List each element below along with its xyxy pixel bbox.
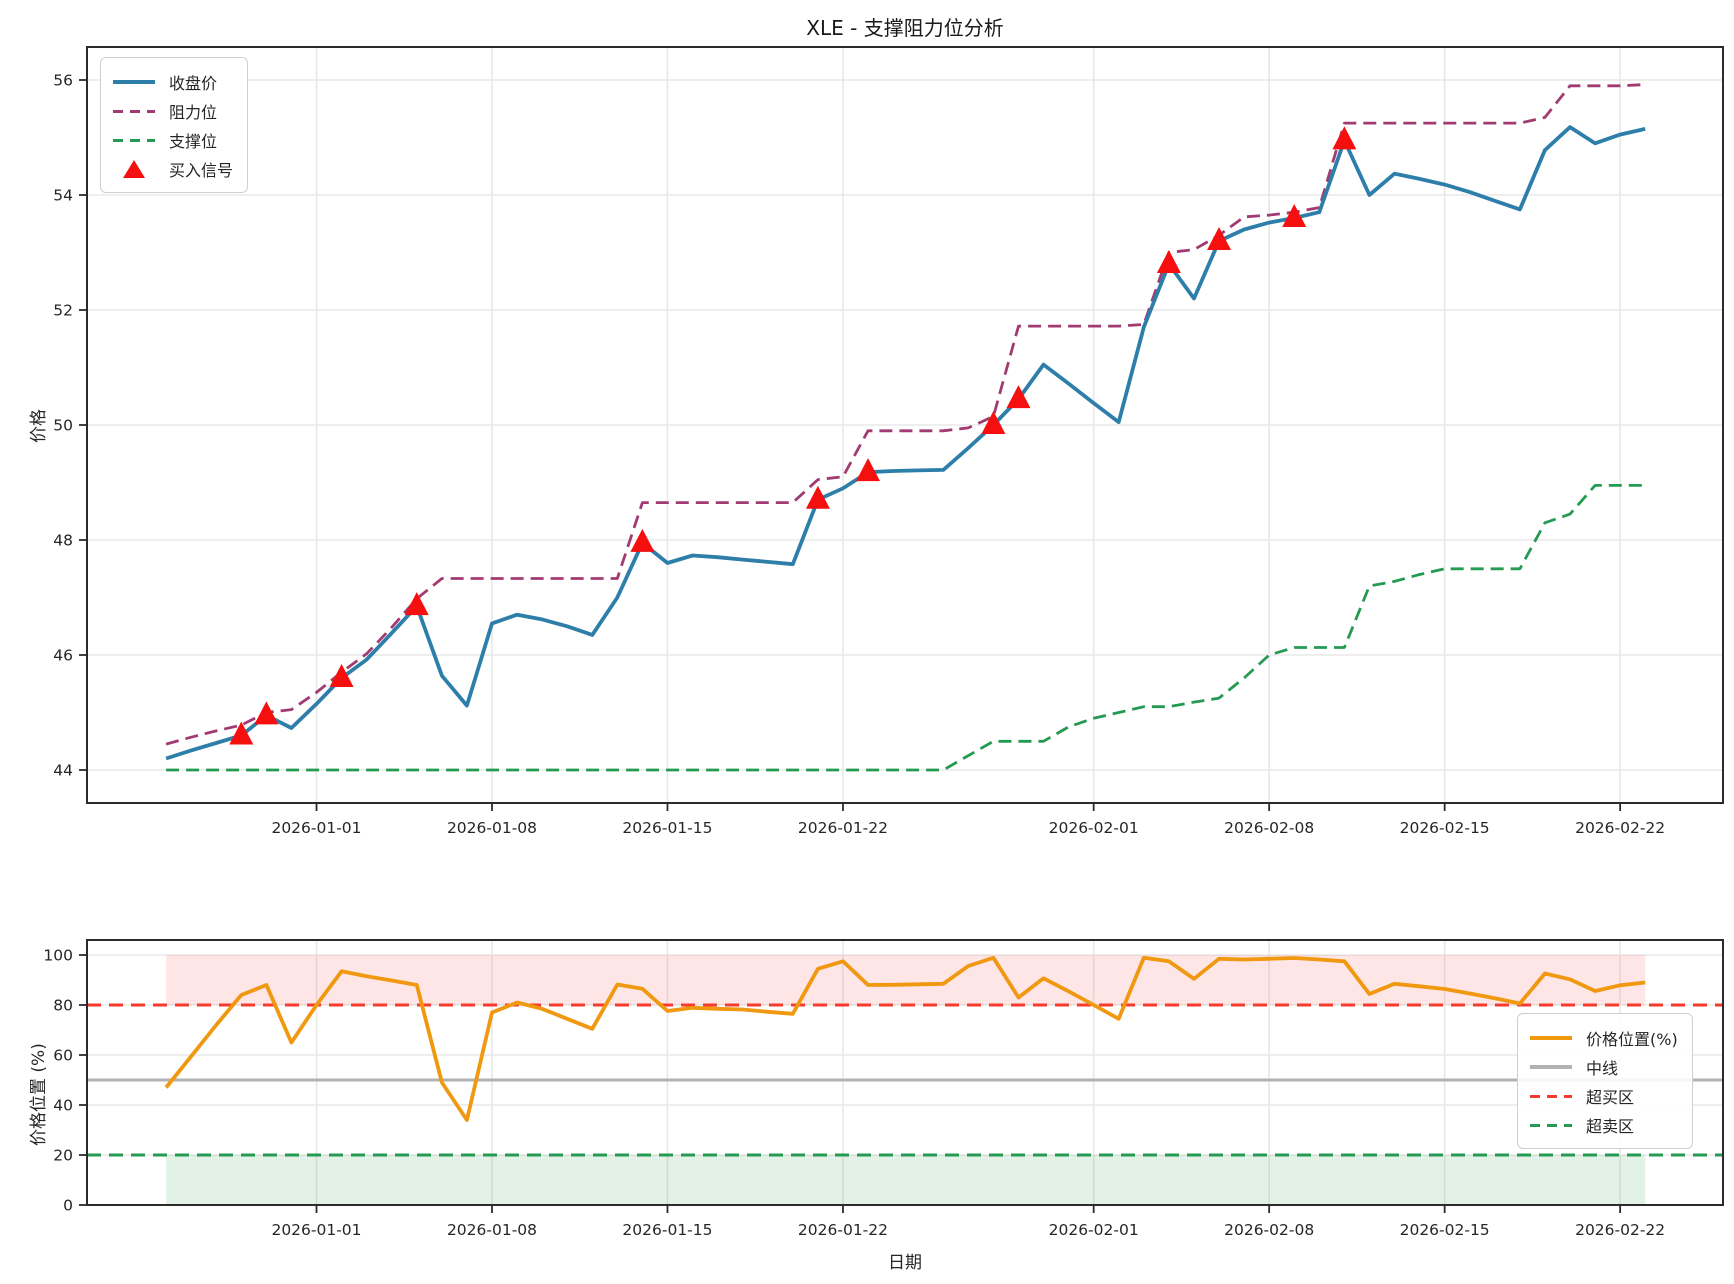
- position-y-tick-label: 0: [63, 1197, 73, 1215]
- legend-label: 支撑位: [169, 131, 218, 151]
- legend-label: 收盘价: [169, 73, 218, 93]
- legend-label: 超卖区: [1586, 1116, 1635, 1136]
- oversold-band: [166, 1155, 1646, 1205]
- position-y-tick-label: 100: [43, 947, 73, 965]
- price-x-tick-label: 2026-01-22: [798, 819, 888, 837]
- buy-signal-marker: [329, 664, 354, 687]
- price-x-tick-label: 2026-01-01: [271, 819, 361, 837]
- position-x-tick-label: 2026-02-01: [1049, 1221, 1139, 1239]
- price-x-tick-label: 2026-02-22: [1575, 819, 1665, 837]
- legend-item: 买入信号: [113, 154, 233, 183]
- position-legend: 价格位置(%) 中线超买区超卖区: [1517, 1013, 1693, 1149]
- price-y-tick-label: 44: [53, 762, 73, 780]
- solid-line-swatch: [113, 73, 155, 91]
- position-x-tick-label: 2026-02-22: [1575, 1221, 1665, 1239]
- price-y-tick-label: 56: [53, 72, 73, 90]
- dashed-line-swatch: [113, 131, 155, 149]
- legend-item: 超卖区: [1530, 1110, 1678, 1139]
- buy-signal-marker: [1332, 126, 1357, 150]
- legend-label: 超买区: [1586, 1087, 1635, 1107]
- buy-signal-marker: [805, 485, 830, 509]
- legend-item: 中线: [1530, 1052, 1678, 1081]
- legend-item: 价格位置(%): [1530, 1023, 1678, 1052]
- line-sample: [113, 79, 155, 84]
- solid-line-swatch: [1530, 1029, 1572, 1047]
- dashed-line-swatch: [113, 102, 155, 120]
- price-x-tick-label: 2026-02-15: [1400, 819, 1490, 837]
- dashed-line-swatch: [1530, 1116, 1572, 1134]
- position-x-tick-label: 2026-01-15: [622, 1221, 712, 1239]
- support-line: [166, 483, 1646, 772]
- position-x-tick-label: 2026-02-15: [1400, 1221, 1490, 1239]
- price-y-axis-label: 价格: [29, 409, 49, 443]
- line-sample: [113, 109, 155, 113]
- position-x-tick-label: 2026-02-08: [1224, 1221, 1314, 1239]
- price-x-tick-label: 2026-01-15: [622, 819, 712, 837]
- legend-label: 价格位置(%): [1586, 1029, 1678, 1049]
- position-x-tick-label: 2026-01-22: [798, 1221, 888, 1239]
- position-x-tick-label: 2026-01-01: [271, 1221, 361, 1239]
- overbought-band: [166, 955, 1646, 1005]
- line-sample: [1530, 1123, 1572, 1127]
- buy-signal-marker: [1207, 227, 1232, 250]
- buy-signal-marker: [1006, 385, 1031, 409]
- position-y-tick-label: 20: [53, 1147, 73, 1165]
- legend-item: 支撑位: [113, 125, 233, 154]
- buy-signal-marker: [404, 592, 429, 616]
- buy-signal-icon: [113, 159, 155, 178]
- legend-label: 阻力位: [169, 102, 218, 122]
- buy-signal-marker: [1282, 204, 1307, 227]
- line-sample: [113, 138, 155, 142]
- triangle-icon: [123, 159, 145, 178]
- position-y-tick-label: 40: [53, 1097, 73, 1115]
- position-y-tick-label: 60: [53, 1047, 73, 1065]
- solid-line-swatch: [1530, 1058, 1572, 1076]
- position-line: [164, 955, 1646, 1122]
- buy-signal-marker: [856, 458, 881, 482]
- legend-label: 中线: [1586, 1058, 1619, 1078]
- price-y-tick-label: 54: [53, 187, 73, 205]
- buy-signal-marker: [1156, 250, 1181, 273]
- resistance-line: [165, 83, 1646, 746]
- position-y-axis-label: 价格位置 (%): [29, 1043, 49, 1146]
- position-y-tick-label: 80: [53, 997, 73, 1015]
- price-y-tick-label: 46: [53, 647, 73, 665]
- position-x-tick-label: 2026-01-08: [447, 1221, 537, 1239]
- legend-item: 阻力位: [113, 96, 233, 125]
- x-axis-label: 日期: [888, 1253, 922, 1273]
- line-sample: [1530, 1064, 1572, 1069]
- price-legend: 收盘价阻力位支撑位买入信号: [100, 57, 249, 193]
- buy-signal-marker: [630, 528, 655, 552]
- buy-signal-marker: [229, 721, 254, 745]
- price-x-tick-label: 2026-01-08: [447, 819, 537, 837]
- close-line: [165, 125, 1646, 761]
- price-y-tick-label: 52: [53, 302, 73, 320]
- line-sample: [1530, 1035, 1572, 1040]
- position-axes-frame: [86, 939, 1724, 1206]
- buy-signal-marker: [981, 411, 1006, 434]
- dashed-line-swatch: [1530, 1087, 1572, 1105]
- legend-label: 买入信号: [169, 160, 234, 180]
- legend-item: 超买区: [1530, 1081, 1678, 1110]
- price-y-tick-label: 50: [53, 417, 73, 435]
- line-sample: [1530, 1094, 1572, 1098]
- legend-item: 收盘价: [113, 67, 233, 96]
- price-x-tick-label: 2026-02-08: [1224, 819, 1314, 837]
- chart-title: XLE - 支撑阻力位分析: [806, 16, 1004, 40]
- price-x-tick-label: 2026-02-01: [1049, 819, 1139, 837]
- price-y-tick-label: 48: [53, 532, 73, 550]
- buy-signal-marker: [254, 701, 279, 725]
